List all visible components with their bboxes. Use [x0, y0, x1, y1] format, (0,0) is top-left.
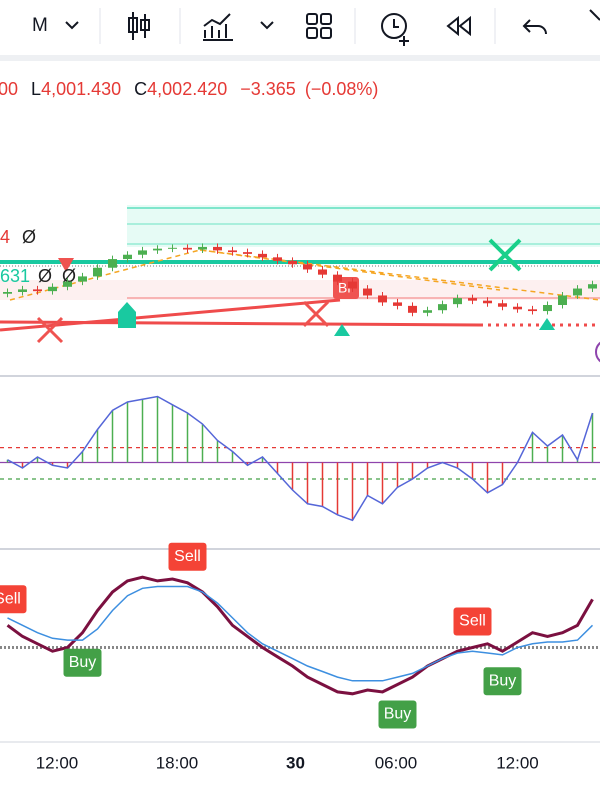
candle-body	[273, 257, 282, 261]
toolbar-separator	[0, 55, 600, 61]
interval-button[interactable]: M	[32, 15, 48, 36]
interval-dropdown[interactable]	[65, 21, 79, 30]
undo-icon[interactable]	[522, 19, 547, 35]
signal-label: Buy	[384, 706, 412, 723]
x-tick-label: 06:00	[375, 753, 418, 772]
candle-body	[543, 305, 552, 312]
candle-body	[318, 269, 327, 275]
candle-body	[288, 260, 297, 265]
signal-marker	[483, 667, 522, 696]
candle-body	[168, 247, 177, 249]
candle-body	[228, 250, 237, 253]
candle-body	[198, 246, 207, 250]
candle-body	[123, 254, 132, 260]
signal-label: Sell	[459, 613, 486, 630]
x-tick-label: 12:00	[496, 753, 539, 772]
x-tick-label: 30	[286, 753, 305, 772]
oscillator-line	[7, 395, 594, 522]
candle-body	[573, 288, 582, 296]
layout-icon[interactable]	[306, 13, 332, 39]
low-label: L	[31, 79, 41, 99]
candle-body	[108, 259, 117, 268]
pane-label: Ø	[62, 266, 76, 286]
candle-body	[258, 253, 267, 258]
chart-type-icon[interactable]	[128, 12, 150, 40]
candle-body	[33, 289, 42, 292]
candle-body	[588, 284, 597, 289]
candle-body	[483, 300, 492, 304]
replay-icon[interactable]	[446, 15, 471, 37]
candle-body	[153, 248, 162, 251]
redo-icon[interactable]	[589, 9, 600, 21]
signal-marker	[378, 700, 417, 729]
candle-body	[378, 295, 387, 303]
change-value: −3.365	[240, 79, 296, 99]
signal-label: Sell	[0, 591, 21, 608]
candle-body	[498, 303, 507, 307]
indicator-zones	[0, 205, 600, 363]
pane-label: 631	[0, 266, 30, 286]
candle-body	[78, 276, 87, 282]
candle-body	[138, 250, 147, 255]
alert-icon[interactable]	[381, 13, 409, 46]
candle-body	[18, 289, 27, 292]
indicator-line	[6, 575, 594, 696]
close-label: C	[134, 79, 147, 99]
candle-body	[213, 246, 222, 251]
candle-body	[48, 286, 57, 292]
candle-body	[423, 310, 432, 313]
candle-body	[348, 281, 357, 289]
toolbar	[0, 0, 600, 52]
candle-body	[303, 264, 312, 270]
candle-body	[333, 274, 342, 282]
signal-label: Buy	[489, 672, 517, 689]
pane-label: Ø	[38, 266, 52, 286]
candle-body	[408, 305, 417, 313]
signal-marker	[63, 648, 102, 677]
candle-body	[528, 309, 537, 312]
candle-body	[183, 247, 192, 250]
pane-label: 4	[0, 227, 10, 247]
candle-body	[468, 298, 477, 301]
signal-marker	[0, 585, 27, 614]
signal-label: Buy	[69, 654, 97, 671]
close-value: 4,002.420	[147, 79, 227, 99]
low-value: 4,001.430	[41, 79, 121, 99]
candle-body	[438, 304, 447, 311]
ohlc-legend: 00 L4,001.430 C4,002.420 −3.365 (−0.08%)	[0, 79, 378, 99]
indicator-line	[7, 585, 594, 682]
candle-body	[63, 281, 72, 287]
candle-body	[513, 306, 522, 310]
candle-body	[393, 302, 402, 306]
x-tick-label: 18:00	[156, 753, 199, 772]
indicators-icon[interactable]	[203, 13, 233, 41]
signal-label: Sell	[174, 548, 201, 565]
candle-body	[3, 292, 12, 294]
candle-body	[558, 295, 567, 305]
signal-marker	[168, 542, 207, 571]
open-value: 00	[0, 79, 18, 99]
candle-body	[93, 267, 102, 277]
change-percent: (−0.08%)	[305, 79, 379, 99]
indicators-dropdown[interactable]	[260, 21, 274, 30]
candle-body	[243, 252, 252, 254]
x-tick-label: 12:00	[36, 753, 79, 772]
signal-marker	[453, 607, 492, 636]
candle-body	[363, 288, 372, 296]
candle-body	[453, 298, 462, 305]
pane-label: Ø	[22, 227, 36, 247]
